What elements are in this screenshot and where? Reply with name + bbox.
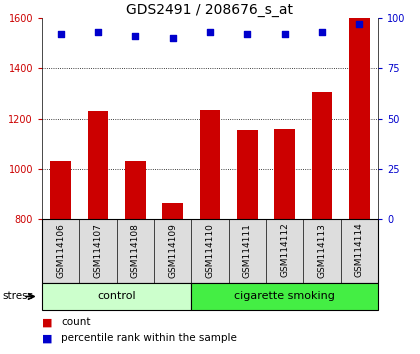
Text: GSM114114: GSM114114 (355, 223, 364, 278)
Title: GDS2491 / 208676_s_at: GDS2491 / 208676_s_at (126, 3, 294, 17)
Text: GSM114107: GSM114107 (94, 223, 102, 278)
Text: stress: stress (2, 291, 33, 302)
Bar (192, 283, 378, 310)
Text: count: count (61, 318, 90, 327)
Point (169, 35, 176, 41)
Bar (237, 130, 257, 219)
Text: ■: ■ (42, 333, 52, 343)
Point (356, 21, 363, 27)
Bar (274, 129, 295, 219)
Text: control: control (97, 291, 136, 302)
Bar (200, 110, 220, 219)
Text: cigarette smoking: cigarette smoking (234, 291, 335, 302)
Bar (312, 92, 332, 219)
Point (132, 33, 139, 39)
Text: GSM114110: GSM114110 (205, 223, 215, 278)
Text: ■: ■ (42, 318, 52, 327)
Bar (125, 161, 146, 219)
Text: GSM114106: GSM114106 (56, 223, 65, 278)
Text: GSM114108: GSM114108 (131, 223, 140, 278)
Text: GSM114113: GSM114113 (318, 223, 326, 278)
Point (281, 31, 288, 37)
Point (207, 29, 213, 35)
Text: GSM114111: GSM114111 (243, 223, 252, 278)
Point (57, 31, 64, 37)
Bar (349, 18, 370, 219)
Point (319, 29, 326, 35)
Point (94, 29, 101, 35)
Text: percentile rank within the sample: percentile rank within the sample (61, 333, 237, 343)
Text: GSM114109: GSM114109 (168, 223, 177, 278)
Bar (50, 161, 71, 219)
Point (244, 31, 251, 37)
Bar (163, 203, 183, 219)
Bar (42, 283, 192, 310)
Text: GSM114112: GSM114112 (280, 223, 289, 278)
Bar (88, 111, 108, 219)
